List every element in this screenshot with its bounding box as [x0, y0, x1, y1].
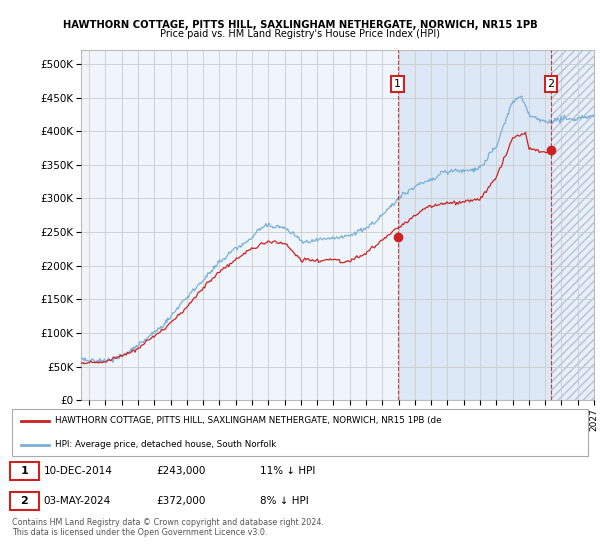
- Text: 10-DEC-2014: 10-DEC-2014: [44, 466, 112, 476]
- Text: HAWTHORN COTTAGE, PITTS HILL, SAXLINGHAM NETHERGATE, NORWICH, NR15 1PB: HAWTHORN COTTAGE, PITTS HILL, SAXLINGHAM…: [62, 20, 538, 30]
- Text: 1: 1: [394, 79, 401, 89]
- FancyBboxPatch shape: [12, 409, 588, 456]
- Text: £372,000: £372,000: [156, 496, 205, 506]
- Text: 1: 1: [20, 466, 28, 476]
- FancyBboxPatch shape: [10, 492, 39, 510]
- Text: £243,000: £243,000: [156, 466, 205, 476]
- Text: HAWTHORN COTTAGE, PITTS HILL, SAXLINGHAM NETHERGATE, NORWICH, NR15 1PB (de: HAWTHORN COTTAGE, PITTS HILL, SAXLINGHAM…: [55, 416, 442, 425]
- Text: Contains HM Land Registry data © Crown copyright and database right 2024.
This d: Contains HM Land Registry data © Crown c…: [12, 518, 324, 538]
- Text: HPI: Average price, detached house, South Norfolk: HPI: Average price, detached house, Sout…: [55, 440, 277, 449]
- Bar: [551, 50, 594, 400]
- Text: 11% ↓ HPI: 11% ↓ HPI: [260, 466, 315, 476]
- Text: Price paid vs. HM Land Registry's House Price Index (HPI): Price paid vs. HM Land Registry's House …: [160, 29, 440, 39]
- Text: 8% ↓ HPI: 8% ↓ HPI: [260, 496, 308, 506]
- FancyBboxPatch shape: [10, 462, 39, 480]
- Text: 03-MAY-2024: 03-MAY-2024: [44, 496, 111, 506]
- Text: 2: 2: [20, 496, 28, 506]
- Text: 2: 2: [547, 79, 554, 89]
- Bar: [398, 50, 551, 400]
